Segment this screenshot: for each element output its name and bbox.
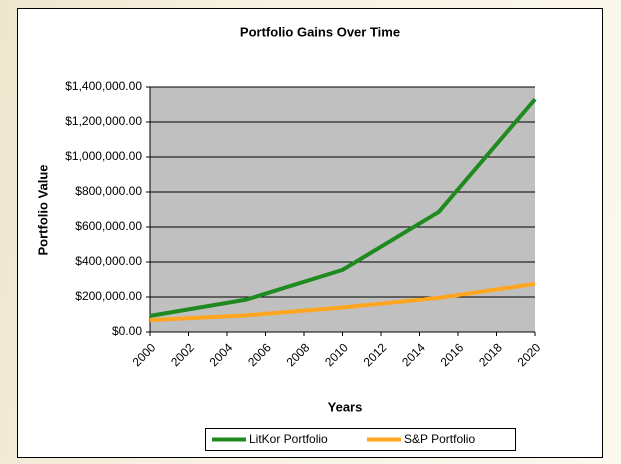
x-axis-label: Years	[328, 399, 363, 414]
y-axis-label: Portfolio Value	[35, 164, 50, 255]
legend-box	[205, 428, 516, 451]
y-tick-label: $1,000,000.00	[65, 149, 142, 163]
y-tick-label: $200,000.00	[75, 289, 142, 303]
y-tick-label: $800,000.00	[75, 184, 142, 198]
series-line	[149, 97, 537, 318]
plot-area	[150, 87, 535, 332]
legend-label: LitKor Portfolio	[249, 432, 328, 446]
y-tick-label: $1,400,000.00	[65, 79, 142, 93]
y-tick-label: $600,000.00	[75, 219, 142, 233]
y-tick-label: $1,200,000.00	[65, 114, 142, 128]
chart-title: Portfolio Gains Over Time	[240, 24, 400, 39]
series-line	[149, 281, 536, 323]
y-tick-label: $400,000.00	[75, 254, 142, 268]
y-tick-label: $0.00	[112, 324, 142, 338]
legend-label: S&P Portfolio	[404, 432, 475, 446]
